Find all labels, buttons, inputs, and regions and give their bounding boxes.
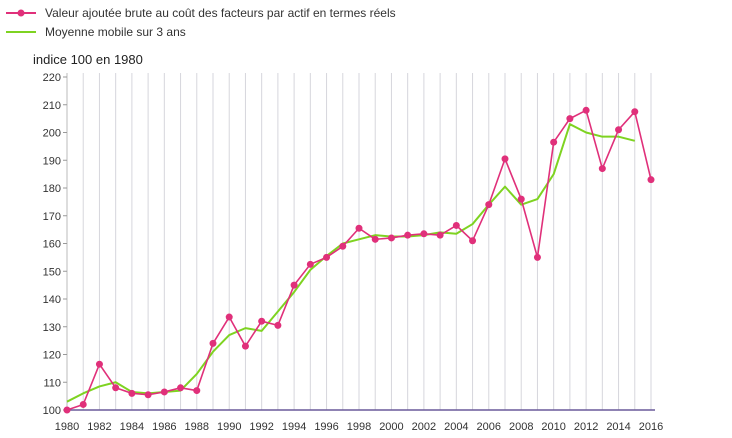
- data-point-1985: [144, 391, 152, 399]
- data-point-2016: [647, 176, 655, 184]
- legend-label-series-1: Valeur ajoutée brute au coût des facteur…: [45, 6, 396, 20]
- data-point-2003: [436, 231, 444, 239]
- data-point-1993: [274, 321, 282, 329]
- data-point-2000: [387, 234, 395, 242]
- data-point-2007: [501, 155, 509, 163]
- data-point-1998: [355, 224, 363, 232]
- data-point-2012: [582, 106, 590, 114]
- y-tick-label-150: 150: [43, 266, 61, 278]
- x-tick-label-2004: 2004: [444, 421, 468, 433]
- data-point-1983: [112, 384, 120, 392]
- legend-marker-series-1: [17, 9, 25, 17]
- data-point-1997: [339, 242, 347, 250]
- data-point-2011: [566, 115, 574, 123]
- y-tick-label-210: 210: [43, 100, 61, 112]
- data-point-2010: [550, 138, 558, 146]
- data-point-1982: [95, 360, 103, 368]
- data-point-2006: [485, 201, 493, 209]
- data-point-1981: [79, 400, 87, 408]
- data-point-1990: [225, 313, 233, 321]
- data-point-1994: [290, 281, 298, 289]
- y-tick-label-160: 160: [43, 239, 61, 251]
- data-point-2001: [404, 231, 412, 239]
- x-tick-label-1986: 1986: [152, 421, 176, 433]
- data-point-2002: [420, 230, 428, 238]
- y-tick-label-170: 170: [43, 211, 61, 223]
- axes: [63, 73, 655, 411]
- x-tick-label-1984: 1984: [120, 421, 144, 433]
- grid: [66, 73, 652, 410]
- data-point-1988: [193, 387, 201, 395]
- data-point-2008: [517, 195, 525, 203]
- y-tick-label-220: 220: [43, 72, 61, 84]
- x-tick-label-1992: 1992: [249, 421, 273, 433]
- x-tick-label-1994: 1994: [282, 421, 306, 433]
- data-point-1991: [241, 342, 249, 350]
- x-tick-label-1982: 1982: [87, 421, 111, 433]
- series-group: [63, 106, 655, 414]
- x-tick-label-2002: 2002: [412, 421, 436, 433]
- data-point-1996: [323, 253, 331, 261]
- legend-label-series-2: Moyenne mobile sur 3 ans: [45, 25, 186, 39]
- x-tick-label-1998: 1998: [347, 421, 371, 433]
- data-point-2014: [615, 126, 623, 134]
- y-axis-label: indice 100 en 1980: [33, 52, 143, 67]
- data-point-2004: [452, 221, 460, 229]
- data-point-1984: [128, 389, 136, 397]
- legend: Valeur ajoutée brute au coût des facteur…: [6, 6, 396, 39]
- data-point-2013: [598, 165, 606, 173]
- y-tick-label-130: 130: [43, 322, 61, 334]
- y-tick-label-110: 110: [43, 377, 61, 389]
- y-tick-label-100: 100: [43, 405, 61, 417]
- data-point-1986: [160, 388, 168, 396]
- x-tick-label-2008: 2008: [509, 421, 533, 433]
- data-point-1992: [258, 317, 266, 325]
- data-point-1995: [306, 260, 314, 268]
- data-point-1980: [63, 406, 71, 414]
- y-tick-label-190: 190: [43, 155, 61, 167]
- x-tick-label-2014: 2014: [606, 421, 630, 433]
- data-point-1987: [177, 384, 185, 392]
- y-tick-labels: 100 110 120 130 140 150 160 170 180 190 200 210 220: [43, 72, 61, 417]
- x-tick-label-1996: 1996: [314, 421, 338, 433]
- data-point-1989: [209, 339, 217, 347]
- x-tick-label-2010: 2010: [541, 421, 565, 433]
- x-tick-labels: 1980 1982 1984 1986 1988 1990 1992 1994 1996 1998…: [55, 421, 663, 433]
- x-tick-label-2012: 2012: [574, 421, 598, 433]
- data-point-2009: [533, 253, 541, 261]
- x-tick-label-2006: 2006: [477, 421, 501, 433]
- x-tick-label-2000: 2000: [379, 421, 403, 433]
- x-tick-label-1990: 1990: [217, 421, 241, 433]
- x-tick-label-1980: 1980: [55, 421, 79, 433]
- y-tick-label-180: 180: [43, 183, 61, 195]
- data-point-2015: [631, 108, 639, 116]
- y-tick-label-200: 200: [43, 128, 61, 140]
- x-tick-label-1988: 1988: [185, 421, 209, 433]
- x-tick-label-2016: 2016: [639, 421, 663, 433]
- data-point-2005: [469, 237, 477, 245]
- data-point-1999: [371, 235, 379, 243]
- y-tick-label-140: 140: [43, 294, 61, 306]
- y-tick-label-120: 120: [43, 350, 61, 362]
